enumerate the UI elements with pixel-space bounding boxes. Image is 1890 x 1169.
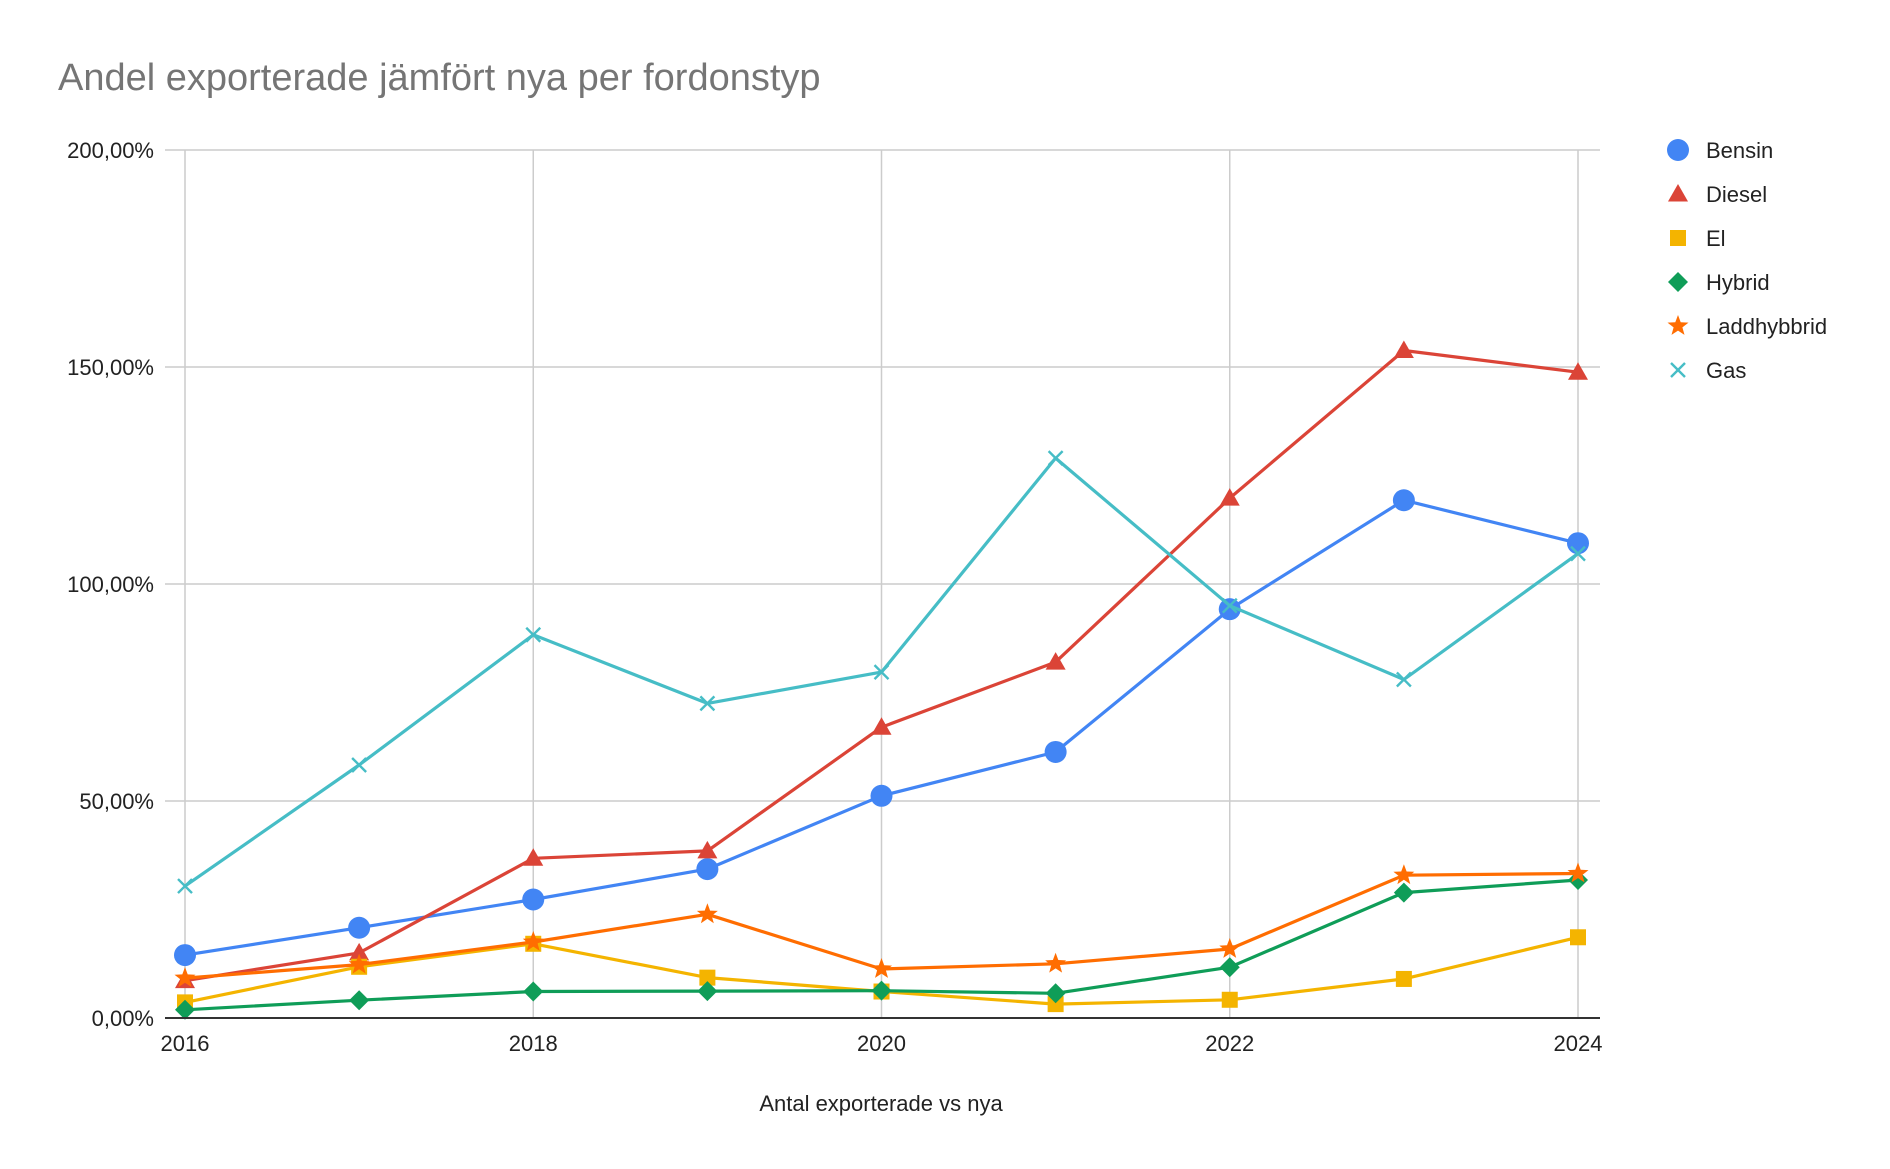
data-point-diesel: [523, 848, 544, 866]
legend-label-hybrid: Hybrid: [1706, 270, 1770, 295]
legend-marker-hybrid: [1668, 272, 1688, 292]
data-point-diesel: [697, 840, 718, 859]
x-tick-label: 2020: [857, 1031, 906, 1056]
data-point-laddhybbrid: [522, 931, 544, 951]
legend-marker-el: [1670, 230, 1686, 246]
data-point-hybrid: [871, 980, 892, 1001]
data-point-el: [699, 969, 716, 986]
legend-label-el: El: [1706, 226, 1726, 251]
data-point-el: [1047, 996, 1064, 1013]
data-point-gas: [1396, 671, 1412, 688]
data-point-hybrid: [697, 981, 718, 1002]
series-laddhybbrid: [174, 862, 1589, 987]
x-axis-title: Antal exporterade vs nya: [759, 1091, 1003, 1116]
data-point-hybrid: [175, 999, 195, 1020]
y-tick-label: 50,00%: [79, 789, 154, 814]
data-point-diesel: [1568, 362, 1588, 380]
data-point-laddhybbrid: [871, 958, 892, 978]
data-point-diesel: [1393, 340, 1414, 359]
data-point-hybrid: [523, 981, 544, 1002]
legend: Bensin Diesel El Hybrid Laddhybbrid Gas: [1667, 138, 1827, 383]
data-point-diesel: [871, 717, 892, 735]
series-hybrid: [175, 869, 1588, 1020]
chart-title: Andel exporterade jämfört nya per fordon…: [58, 57, 821, 99]
data-point-hybrid: [1393, 882, 1414, 903]
x-tick-labels: 2016 2018 2020 2022 2024: [161, 1031, 1603, 1056]
data-point-diesel: [1219, 488, 1240, 506]
y-tick-label: 0,00%: [92, 1006, 154, 1031]
data-point-laddhybbrid: [1567, 862, 1589, 883]
legend-item-bensin: Bensin: [1667, 138, 1773, 163]
data-point-bensin: [348, 916, 371, 939]
legend-item-laddhybbrid: Laddhybbrid: [1667, 314, 1827, 339]
data-point-el: [1570, 929, 1586, 946]
data-point-hybrid: [1219, 957, 1240, 978]
x-tick-label: 2024: [1554, 1031, 1603, 1056]
legend-marker-laddhybbrid: [1667, 315, 1689, 335]
legend-item-diesel: Diesel: [1668, 182, 1767, 207]
y-tick-label: 150,00%: [67, 355, 154, 380]
data-point-bensin: [1044, 740, 1067, 763]
data-point-laddhybbrid: [696, 903, 718, 924]
legend-marker-bensin: [1667, 139, 1689, 161]
legend-item-gas: Gas: [1670, 358, 1746, 383]
data-point-gas: [177, 878, 193, 894]
legend-label-bensin: Bensin: [1706, 138, 1773, 163]
series-bensin: [174, 489, 1589, 967]
data-point-gas: [351, 757, 367, 773]
data-point-bensin: [870, 784, 893, 807]
data-point-gas: [1570, 545, 1586, 562]
data-point-hybrid: [349, 990, 370, 1011]
data-point-laddhybbrid: [1045, 952, 1067, 973]
y-tick-label: 100,00%: [67, 572, 154, 597]
data-point-gas: [1047, 450, 1064, 466]
legend-item-el: El: [1670, 226, 1726, 251]
y-tick-label: 200,00%: [67, 138, 154, 163]
legend-marker-gas: [1670, 362, 1686, 378]
data-point-hybrid: [1045, 983, 1066, 1004]
y-tick-labels: 0,00% 50,00% 100,00% 150,00% 200,00%: [67, 138, 154, 1031]
data-point-diesel: [349, 942, 370, 961]
data-point-gas: [1221, 597, 1238, 614]
series-layer: [174, 340, 1589, 1020]
legend-label-laddhybbrid: Laddhybbrid: [1706, 314, 1827, 339]
data-point-diesel: [1045, 652, 1066, 670]
data-point-gas: [873, 664, 890, 680]
data-point-bensin: [1392, 489, 1415, 512]
data-point-gas: [525, 626, 542, 643]
series-gas: [177, 450, 1586, 894]
legend-item-hybrid: Hybrid: [1668, 270, 1770, 295]
legend-marker-diesel: [1668, 184, 1688, 202]
data-point-el: [1221, 991, 1238, 1008]
data-point-bensin: [696, 858, 719, 881]
data-point-gas: [699, 695, 716, 712]
data-point-el: [1395, 970, 1412, 987]
data-point-laddhybbrid: [1393, 864, 1415, 885]
data-point-bensin: [522, 888, 545, 911]
data-point-bensin: [174, 944, 196, 967]
legend-label-gas: Gas: [1706, 358, 1746, 383]
x-tick-label: 2022: [1205, 1031, 1254, 1056]
data-point-laddhybbrid: [348, 953, 370, 974]
data-point-laddhybbrid: [174, 967, 196, 987]
data-point-bensin: [1218, 598, 1241, 621]
x-tick-label: 2016: [161, 1031, 210, 1056]
legend-label-diesel: Diesel: [1706, 182, 1767, 207]
data-point-laddhybbrid: [1219, 938, 1241, 958]
data-point-bensin: [1567, 532, 1589, 555]
x-tick-label: 2018: [509, 1031, 558, 1056]
